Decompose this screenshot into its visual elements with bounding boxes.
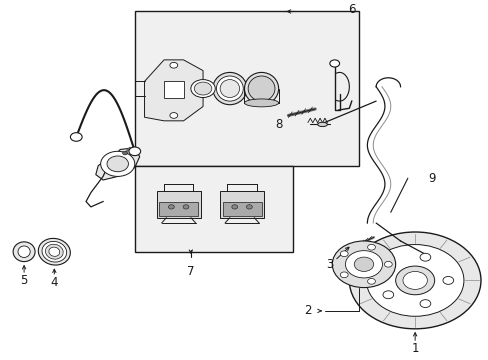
Circle shape bbox=[246, 205, 252, 209]
Circle shape bbox=[329, 60, 339, 67]
Circle shape bbox=[340, 272, 347, 278]
Circle shape bbox=[345, 251, 382, 278]
Ellipse shape bbox=[220, 80, 239, 98]
Ellipse shape bbox=[247, 76, 274, 101]
Circle shape bbox=[367, 278, 375, 284]
Circle shape bbox=[442, 276, 453, 284]
Circle shape bbox=[402, 271, 427, 289]
FancyBboxPatch shape bbox=[220, 191, 264, 218]
Circle shape bbox=[122, 151, 127, 155]
Circle shape bbox=[348, 232, 480, 329]
Ellipse shape bbox=[38, 238, 70, 265]
Text: 7: 7 bbox=[187, 265, 194, 278]
FancyBboxPatch shape bbox=[157, 191, 200, 218]
Bar bbox=[135, 166, 293, 252]
Text: 1: 1 bbox=[410, 342, 418, 355]
Circle shape bbox=[70, 133, 82, 141]
Circle shape bbox=[353, 257, 373, 271]
Circle shape bbox=[169, 113, 177, 118]
Circle shape bbox=[183, 205, 188, 209]
Ellipse shape bbox=[216, 76, 243, 101]
Ellipse shape bbox=[49, 247, 60, 256]
Text: 9: 9 bbox=[427, 172, 435, 185]
Ellipse shape bbox=[212, 72, 246, 105]
Text: 6: 6 bbox=[347, 3, 355, 16]
Circle shape bbox=[107, 156, 128, 172]
Bar bbox=[135, 12, 358, 166]
Text: 4: 4 bbox=[50, 276, 58, 289]
Ellipse shape bbox=[18, 246, 30, 257]
Text: 2: 2 bbox=[304, 305, 311, 318]
Ellipse shape bbox=[13, 242, 35, 262]
Circle shape bbox=[366, 244, 463, 316]
Polygon shape bbox=[96, 148, 140, 180]
Circle shape bbox=[395, 266, 434, 295]
Circle shape bbox=[340, 251, 347, 257]
Circle shape bbox=[384, 261, 391, 267]
Ellipse shape bbox=[244, 99, 278, 107]
Circle shape bbox=[168, 205, 174, 209]
Polygon shape bbox=[144, 60, 203, 121]
Text: 3: 3 bbox=[325, 258, 333, 271]
Ellipse shape bbox=[244, 72, 278, 105]
Circle shape bbox=[101, 151, 135, 176]
Text: 5: 5 bbox=[20, 274, 28, 287]
Circle shape bbox=[382, 291, 393, 299]
Circle shape bbox=[367, 244, 375, 250]
Bar bbox=[222, 202, 261, 216]
Circle shape bbox=[169, 62, 177, 68]
Circle shape bbox=[331, 241, 395, 288]
Circle shape bbox=[194, 82, 211, 95]
Circle shape bbox=[419, 300, 430, 307]
Circle shape bbox=[129, 147, 141, 156]
Bar bbox=[163, 81, 183, 98]
Ellipse shape bbox=[317, 122, 327, 127]
Ellipse shape bbox=[42, 242, 66, 262]
Bar bbox=[159, 202, 198, 216]
Circle shape bbox=[231, 205, 237, 209]
Text: 8: 8 bbox=[274, 118, 282, 131]
Circle shape bbox=[382, 262, 393, 270]
Ellipse shape bbox=[45, 244, 63, 259]
Circle shape bbox=[419, 253, 430, 261]
Circle shape bbox=[190, 80, 215, 98]
